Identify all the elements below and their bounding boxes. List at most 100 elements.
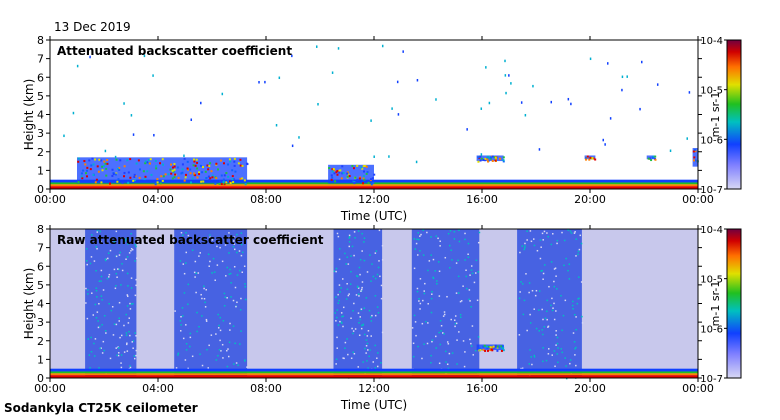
noise-speckle	[350, 255, 352, 257]
noise-speckle	[117, 354, 120, 357]
signal-point	[550, 100, 553, 104]
signal-point	[604, 143, 606, 146]
noise-speckle	[233, 243, 236, 245]
noise-speckle	[98, 303, 100, 305]
noise-speckle	[233, 236, 236, 238]
noise-speckle	[229, 329, 231, 331]
noise-speckle	[348, 293, 350, 295]
cloud-speckle	[356, 178, 359, 181]
noise-speckle	[117, 352, 120, 354]
signal-point	[76, 64, 79, 68]
noise-speckle	[243, 265, 246, 268]
noise-speckle	[128, 330, 130, 333]
cloud-speckle	[177, 176, 180, 179]
noise-speckle	[426, 342, 429, 345]
instrument-caption: Sodankyla CT25K ceilometer	[4, 401, 198, 415]
cloud-speckle	[341, 172, 344, 175]
noise-speckle	[475, 259, 478, 262]
noise-speckle	[85, 287, 87, 290]
colorbar-tick-label: 10-7	[700, 374, 723, 385]
noise-speckle	[226, 266, 229, 269]
signal-point	[480, 153, 483, 156]
noise-speckle	[177, 354, 179, 356]
noise-speckle	[370, 316, 372, 318]
noise-speckle	[240, 254, 243, 257]
noise-speckle	[425, 320, 427, 323]
cloud-speckle	[207, 168, 210, 171]
noise-speckle	[547, 325, 550, 328]
noise-speckle	[360, 290, 362, 292]
noise-speckle	[115, 255, 118, 258]
noise-speckle	[471, 272, 474, 275]
noise-speckle	[521, 283, 524, 285]
cloud-speckle	[371, 177, 374, 180]
noise-speckle	[201, 364, 204, 367]
noise-speckle	[551, 297, 553, 300]
noise-speckle	[115, 323, 118, 326]
noise-speckle	[449, 230, 452, 232]
cloud-speckle	[189, 172, 192, 175]
noise-speckle	[95, 287, 98, 289]
y-tick-label: 3	[37, 127, 44, 140]
noise-speckle	[125, 258, 127, 260]
noise-speckle	[219, 339, 221, 342]
signal-point	[435, 98, 437, 101]
noise-column	[411, 229, 480, 378]
cloud-speckle	[116, 167, 119, 170]
noise-speckle	[203, 297, 206, 300]
noise-speckle	[222, 320, 225, 322]
noise-speckle	[107, 257, 109, 260]
signal-point	[370, 119, 372, 122]
noise-speckle	[539, 239, 542, 241]
noise-speckle	[223, 304, 226, 307]
cloud-speckle	[89, 168, 92, 171]
noise-speckle	[435, 347, 437, 349]
chart-panel: 0 1 2 3 4 5 6 7 8 00:00 04:00 08:00 12:00 16:00 20:00 0…	[22, 34, 742, 223]
noise-speckle	[114, 287, 117, 290]
noise-speckle	[183, 292, 186, 294]
noise-speckle	[182, 263, 185, 265]
cloud-speckle	[77, 181, 80, 184]
noise-speckle	[353, 302, 355, 305]
signal-point	[686, 137, 688, 140]
noise-speckle	[335, 267, 338, 270]
noise-speckle	[361, 250, 363, 252]
noise-speckle	[125, 313, 128, 316]
noise-speckle	[359, 273, 361, 276]
signal-point	[391, 107, 393, 110]
noise-speckle	[339, 247, 341, 250]
noise-speckle	[444, 256, 447, 259]
noise-speckle	[342, 306, 345, 309]
noise-column	[85, 229, 137, 378]
noise-speckle	[468, 289, 471, 291]
noise-speckle	[374, 277, 377, 280]
noise-speckle	[111, 306, 114, 308]
noise-speckle	[367, 349, 369, 351]
noise-speckle	[523, 299, 526, 302]
cloud-speckle	[362, 165, 365, 168]
noise-speckle	[381, 259, 384, 261]
cloud-speckle	[362, 177, 365, 180]
noise-speckle	[103, 349, 105, 352]
noise-speckle	[96, 231, 98, 233]
noise-speckle	[96, 229, 99, 232]
noise-speckle	[210, 241, 212, 244]
noise-speckle	[369, 254, 371, 256]
cloud-speckle	[330, 178, 333, 181]
cloud-speckle	[198, 173, 201, 176]
noise-speckle	[203, 287, 205, 290]
cloud-speckle	[216, 168, 219, 171]
noise-speckle	[414, 321, 417, 323]
cloud-speckle	[585, 157, 588, 160]
noise-speckle	[333, 270, 336, 272]
cloud-speckle	[348, 175, 351, 178]
noise-speckle	[135, 349, 138, 352]
noise-speckle	[377, 311, 380, 314]
noise-speckle	[118, 317, 120, 319]
noise-speckle	[446, 363, 449, 366]
noise-speckle	[235, 362, 238, 364]
noise-speckle	[366, 360, 368, 362]
noise-speckle	[477, 271, 480, 273]
noise-speckle	[360, 327, 363, 330]
noise-speckle	[342, 325, 344, 328]
